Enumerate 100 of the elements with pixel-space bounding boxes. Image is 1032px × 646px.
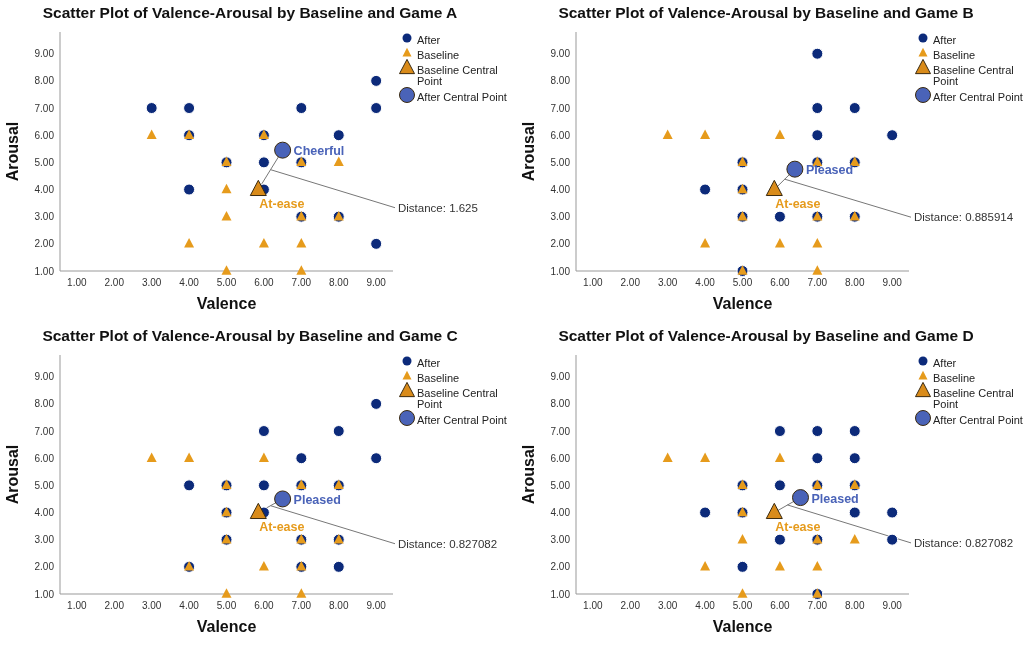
y-tick-label: 6.00 (34, 129, 55, 141)
y-tick-label: 9.00 (550, 48, 571, 60)
x-tick-label: 5.00 (216, 277, 237, 288)
y-tick-label: 6.00 (34, 452, 55, 464)
x-tick-label: 4.00 (179, 277, 200, 288)
y-tick-label: 5.00 (550, 156, 571, 168)
y-tick-label: 1.00 (550, 265, 571, 277)
x-tick-label: 8.00 (329, 277, 349, 288)
legend-label: Baseline (933, 372, 976, 384)
y-tick-label: 3.00 (34, 534, 55, 546)
y-tick-label: 5.00 (34, 479, 55, 491)
legend-label: After (933, 357, 957, 369)
x-tick-label: 5.00 (732, 600, 753, 611)
y-tick-label: 6.00 (550, 452, 571, 464)
chart-title: Scatter Plot of Valence-Arousal by Baseline and Game C (42, 327, 458, 344)
y-tick-label: 7.00 (34, 102, 55, 114)
legend-label: Baseline Central Point (417, 64, 498, 87)
annotation: Cheerful (293, 144, 345, 159)
x-axis-title: Valence (712, 295, 773, 312)
chart-title: Scatter Plot of Valence-Arousal by Baseline and Game A (42, 4, 458, 21)
x-tick-label: 6.00 (254, 600, 275, 611)
y-tick-label: 9.00 (550, 371, 571, 383)
annotation: At-ease (259, 519, 305, 534)
legend-label: After Central Point (933, 91, 1023, 103)
x-tick-label: 1.00 (583, 600, 603, 611)
x-tick-label: 6.00 (770, 600, 791, 611)
legend-label: Baseline (933, 49, 976, 61)
legend-label: After (933, 34, 957, 46)
legend-label: After (417, 357, 441, 369)
y-tick-label: 4.00 (550, 184, 571, 196)
y-tick-label: 3.00 (550, 534, 571, 546)
y-tick-label: 9.00 (34, 371, 55, 383)
y-tick-label: 8.00 (550, 75, 571, 87)
x-tick-label: 9.00 (366, 277, 387, 288)
annotation: Pleased (293, 492, 341, 507)
x-tick-label: 4.00 (179, 600, 200, 611)
x-tick-label: 5.00 (216, 600, 237, 611)
annotation: Distance: 1.625 (398, 201, 478, 214)
x-tick-label: 2.00 (104, 600, 125, 611)
x-tick-label: 7.00 (291, 277, 312, 288)
y-tick-label: 7.00 (550, 102, 571, 114)
legend-label: Baseline (417, 372, 460, 384)
y-tick-label: 8.00 (34, 398, 55, 410)
annotation: Distance: 0.827082 (398, 537, 498, 550)
y-axis-title: Arousal (520, 121, 537, 182)
y-tick-label: 3.00 (34, 211, 55, 223)
y-tick-label: 4.00 (34, 507, 55, 519)
x-tick-label: 2.00 (104, 277, 125, 288)
y-tick-label: 4.00 (550, 507, 571, 519)
x-tick-label: 2.00 (620, 277, 641, 288)
y-tick-label: 2.00 (550, 561, 571, 573)
x-tick-label: 3.00 (141, 277, 162, 288)
annotation: At-ease (259, 196, 305, 211)
x-tick-label: 4.00 (695, 600, 716, 611)
y-axis-title: Arousal (4, 121, 21, 182)
y-tick-label: 1.00 (34, 265, 55, 277)
x-tick-label: 1.00 (67, 600, 87, 611)
legend-label: Baseline Central Point (417, 387, 498, 410)
legend-label: After (417, 34, 441, 46)
x-tick-label: 3.00 (657, 277, 678, 288)
annotation: Distance: 0.885914 (914, 211, 1014, 224)
x-axis-title: Valence (196, 618, 257, 635)
y-tick-label: 5.00 (550, 479, 571, 491)
y-axis-title: Arousal (520, 444, 537, 505)
y-tick-label: 2.00 (550, 238, 571, 250)
x-tick-label: 5.00 (732, 277, 753, 288)
y-tick-label: 4.00 (34, 184, 55, 196)
y-tick-label: 1.00 (34, 588, 55, 600)
x-tick-label: 3.00 (141, 600, 162, 611)
x-tick-label: 9.00 (882, 600, 903, 611)
y-tick-label: 5.00 (34, 156, 55, 168)
annotation: At-ease (775, 196, 821, 211)
x-tick-label: 6.00 (254, 277, 275, 288)
y-axis-title: Arousal (4, 444, 21, 505)
legend-label: After Central Point (417, 414, 507, 426)
x-axis-title: Valence (712, 618, 773, 635)
y-tick-label: 7.00 (34, 425, 55, 437)
chart-title: Scatter Plot of Valence-Arousal by Baseline and Game B (558, 4, 974, 21)
x-tick-label: 7.00 (807, 277, 828, 288)
annotation: Distance: 0.827082 (914, 536, 1014, 549)
x-tick-label: 9.00 (366, 600, 387, 611)
x-tick-label: 3.00 (657, 600, 678, 611)
x-tick-label: 1.00 (583, 277, 603, 288)
legend-label: Baseline Central Point (933, 387, 1014, 410)
y-tick-label: 7.00 (550, 425, 571, 437)
x-tick-label: 1.00 (67, 277, 87, 288)
x-tick-label: 8.00 (845, 600, 865, 611)
x-tick-label: 7.00 (807, 600, 828, 611)
legend-label: After Central Point (933, 414, 1023, 426)
x-tick-label: 8.00 (845, 277, 865, 288)
x-tick-label: 8.00 (329, 600, 349, 611)
x-tick-label: 2.00 (620, 600, 641, 611)
y-tick-label: 8.00 (550, 398, 571, 410)
annotation: At-ease (775, 519, 821, 534)
y-tick-label: 3.00 (550, 211, 571, 223)
x-tick-label: 6.00 (770, 277, 791, 288)
annotation: Pleased (811, 491, 859, 506)
y-tick-label: 8.00 (34, 75, 55, 87)
y-tick-label: 2.00 (34, 238, 55, 250)
annotation: Pleased (805, 163, 854, 178)
